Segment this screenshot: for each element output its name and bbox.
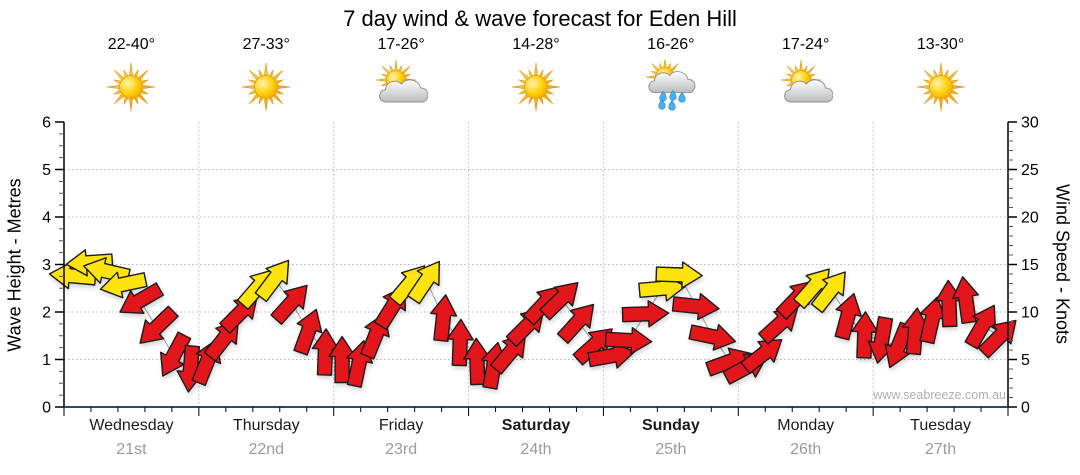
sun-icon [509, 60, 563, 114]
wind-arrow [834, 292, 862, 341]
sun-disc [119, 75, 144, 99]
wind-arrow [270, 284, 308, 325]
temperature-range-label: 14-28° [512, 36, 560, 53]
left-tick-label: 3 [42, 257, 51, 274]
right-tick-label: 20 [1021, 210, 1039, 227]
sun-disc [928, 75, 953, 99]
raindrop [678, 91, 686, 103]
wind-arrow [407, 260, 440, 305]
temperature-range-label: 13-30° [916, 36, 965, 53]
day-name-label: Wednesday [89, 417, 174, 434]
day-name-label: Thursday [232, 417, 300, 434]
raindrop [668, 99, 676, 111]
wind-arrow [810, 271, 846, 314]
day-date-label: 26th [790, 441, 822, 458]
sun-rays [511, 62, 561, 112]
left-tick-label: 6 [42, 115, 51, 132]
day-name-label: Monday [777, 417, 835, 434]
sun-rays [107, 62, 156, 112]
wind-arrow [621, 300, 670, 328]
wind-arrow [293, 308, 323, 356]
sun-rays [242, 62, 291, 112]
sun-cloud-icon [779, 59, 834, 114]
wind-arrow [740, 338, 783, 375]
sun-rays [916, 62, 965, 112]
temperature-range-label: 17-26° [377, 36, 425, 53]
left-tick-label: 4 [42, 210, 51, 227]
wind-arrow [977, 319, 1017, 359]
wind-arrow [99, 271, 148, 299]
watermark: www.seabreeze.com.au [873, 388, 1006, 402]
day-name-label: Saturday [501, 417, 571, 434]
wind-arrow [604, 326, 653, 355]
left-axis-title: Wave Height - Metres [4, 178, 25, 352]
chart-title: 7 day wind & wave forecast for Eden Hill [343, 6, 737, 31]
day-name-label: Tuesday [910, 417, 971, 434]
wind-arrow [851, 311, 879, 359]
wind-arrow [539, 282, 579, 321]
day-date-label: 24th [520, 441, 552, 458]
right-tick-label: 15 [1021, 257, 1039, 274]
wind-arrow [311, 328, 340, 376]
right-tick-label: 5 [1021, 352, 1030, 369]
cloud [648, 71, 696, 94]
right-tick-label: 10 [1021, 305, 1039, 322]
right-tick-label: 30 [1021, 115, 1039, 132]
right-axis-title: Wind Speed - Knots [1052, 183, 1073, 345]
sun-icon-svg [242, 62, 291, 112]
day-date-label: 27th [924, 441, 957, 458]
day-date-label: 25th [655, 441, 687, 458]
sun-cloud-icon-svg [376, 59, 429, 103]
wind-arrow [964, 304, 997, 350]
right-tick-label: 0 [1021, 400, 1030, 417]
wind-arrow [884, 321, 915, 369]
temperature-range-label: 16-26° [647, 36, 695, 53]
raindrop [669, 89, 677, 101]
wind-arrow [655, 261, 703, 289]
day-name-label: Sunday [641, 417, 700, 434]
sun-icon-svg [511, 62, 561, 112]
wind-arrow [139, 305, 179, 344]
sun-cloud-icon-svg [780, 59, 834, 103]
wind-arrow [119, 282, 165, 315]
left-tick-label: 1 [42, 352, 51, 369]
temperature-range-label: 22-40° [107, 36, 156, 53]
right-tick-label: 25 [1021, 162, 1039, 179]
temperature-range-label: 17-24° [782, 36, 830, 53]
sun-cloud-rain-icon-svg [645, 57, 696, 111]
wind-arrow-series [48, 249, 1017, 393]
sun-icon [239, 60, 293, 114]
sun-icon [104, 60, 158, 114]
left-tick-label: 2 [42, 305, 51, 322]
cloud [379, 79, 429, 103]
wind-arrow [254, 259, 290, 303]
sun-disc [524, 75, 548, 99]
wind-arrow [688, 323, 737, 351]
day-date-label: 23rd [385, 441, 418, 458]
wind-arrow [901, 307, 930, 356]
day-date-label: 22nd [248, 441, 285, 458]
cloud [783, 79, 834, 103]
sun-cloud-rain-icon [644, 57, 698, 114]
sun-icon-svg [916, 62, 965, 112]
sun-disc [254, 75, 279, 99]
sun-cloud-icon [374, 59, 429, 114]
sun-icon-svg [107, 62, 156, 112]
sun-icon [914, 60, 968, 114]
left-tick-label: 5 [42, 162, 51, 179]
wind-arrow [446, 318, 474, 367]
raindrop [658, 98, 666, 110]
day-name-label: Friday [378, 417, 424, 434]
wind-arrow [160, 331, 192, 377]
wind-arrow [671, 292, 720, 321]
wind-arrow [919, 296, 947, 345]
wind-arrow [556, 303, 595, 344]
temperature-range-label: 27-33° [242, 36, 290, 53]
left-tick-label: 0 [42, 400, 51, 417]
wind-arrow [65, 249, 114, 277]
day-date-label: 21st [116, 441, 147, 458]
